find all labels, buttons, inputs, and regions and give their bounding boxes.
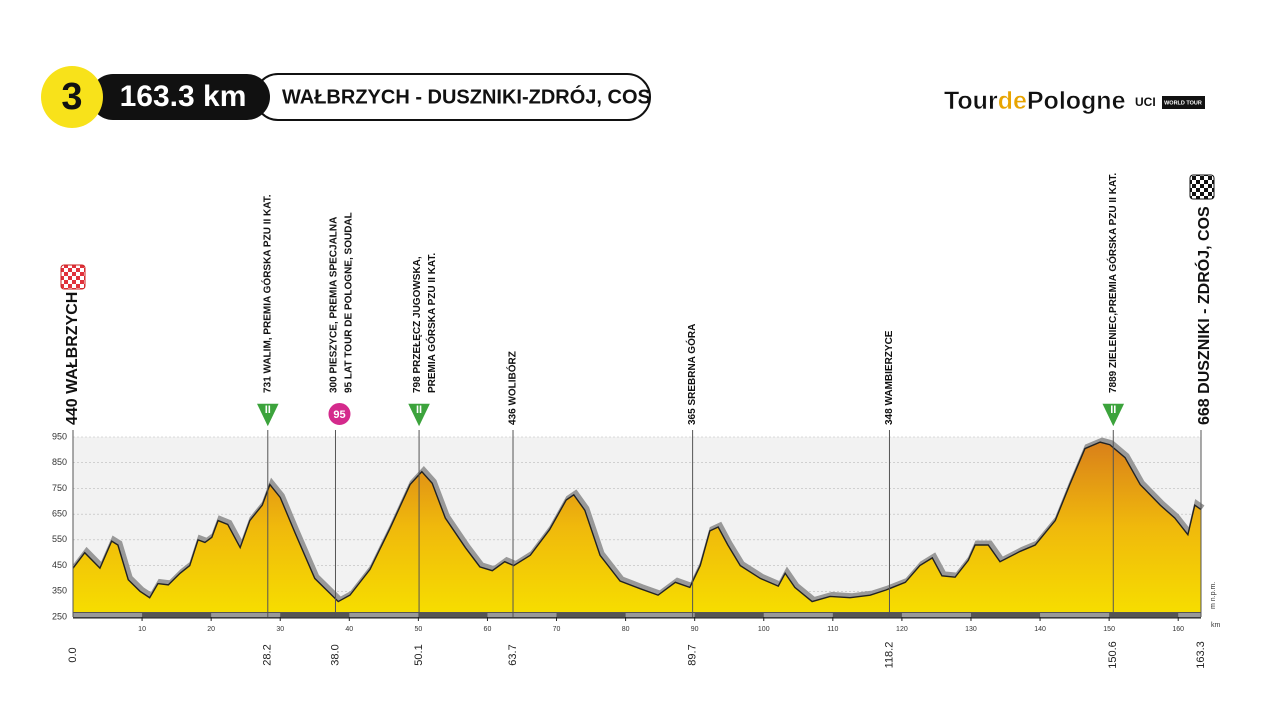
x-unit: km [1211, 622, 1221, 629]
y-tick-label: 350 [52, 586, 67, 596]
badge-label: II [416, 404, 422, 416]
point-km-label: 0.0 [67, 647, 79, 662]
elevation-area [73, 442, 1201, 612]
point-annotation: 731 WALIM, PREMIA GÓRSKA PZU II KAT. [260, 194, 273, 393]
km-band-segment [349, 613, 419, 617]
uci-logo: UCI [1135, 95, 1156, 109]
x-tick-label: 60 [484, 626, 492, 633]
point-km-label: 50.1 [413, 644, 425, 665]
x-tick-label: 10 [138, 626, 146, 633]
x-tick-label: 100 [758, 626, 770, 633]
km-band-segment [211, 613, 281, 617]
km-band-segment [1040, 613, 1110, 617]
badge [405, 402, 433, 430]
y-unit: m n.p.m. [1210, 582, 1217, 609]
km-band-segment [901, 613, 971, 617]
point-km-label: 63.7 [507, 644, 519, 665]
x-tick-label: 40 [345, 626, 353, 633]
y-tick-label: 950 [52, 431, 67, 441]
stage-badge [41, 66, 103, 128]
badge-label: II [1110, 404, 1116, 416]
y-tick-label: 750 [52, 483, 67, 493]
point-km-label: 118.2 [883, 642, 895, 669]
point-annotation: 95 LAT TOUR DE POLOGNE, SOUDAL [344, 212, 355, 393]
point-km-label: 28.2 [262, 644, 274, 665]
point-km-label: 38.0 [329, 644, 341, 665]
badge [326, 401, 353, 427]
elevation-line [72, 441, 1202, 603]
y-tick-label: 650 [52, 509, 67, 519]
y-tick-label: 550 [52, 534, 67, 544]
x-tick-label: 130 [965, 626, 977, 633]
x-tick-label: 160 [1172, 626, 1184, 633]
point-annotation: 348 WAMBIERZYCE [884, 330, 895, 425]
x-tick-label: 30 [276, 626, 284, 633]
badge [254, 402, 281, 430]
start-label: 440 WAŁBRZYCH [64, 292, 81, 425]
km-band-segment [1178, 613, 1201, 617]
y-tick-label: 450 [52, 560, 67, 570]
y-tick-label: 850 [52, 457, 67, 467]
point-annotation: 365 SREBRNA GÓRA [685, 324, 698, 425]
x-tick-label: 80 [622, 626, 630, 633]
y-tick-label: 250 [52, 611, 67, 621]
x-tick-label: 90 [691, 626, 699, 633]
x-tick-label: 70 [553, 626, 561, 633]
finish-label: 668 DUSZNIKI - ZDRÓJ, COS [1194, 206, 1213, 425]
finish-flag [1189, 174, 1215, 200]
km-band-segment [625, 613, 695, 617]
logo-part: Tour [944, 87, 998, 115]
x-tick-label: 120 [896, 626, 908, 633]
km-band-segment [487, 613, 557, 617]
point-annotation: 7889 ZIELENIEC,PREMIA GÓRSKA PZU II KAT. [1106, 173, 1119, 393]
badge [1100, 402, 1127, 430]
point-annotation: 436 WOLIBÓRZ [506, 351, 519, 425]
distance-box [90, 74, 270, 120]
km-band-segment [73, 613, 143, 617]
badge-label: 95 [333, 409, 345, 421]
logo-part: Pologne [1027, 87, 1126, 115]
stage-distance: 163.3 km [120, 80, 247, 113]
x-tick-label: 110 [827, 626, 838, 633]
x-tick-label: 50 [414, 626, 422, 633]
km-band-segment [763, 613, 833, 617]
point-annotation: 300 PIESZYCE, PREMIA SPECJALNA [329, 217, 340, 393]
stage-number: 3 [61, 76, 82, 118]
world-tour-box [1162, 96, 1205, 109]
x-tick-label: 150 [1103, 626, 1115, 633]
point-km-label: 163.3 [1195, 641, 1207, 669]
point-annotation: 798 PRZEŁĘCZ JUGOWSKA, [412, 256, 423, 393]
logo: TourdePologne [944, 87, 1126, 115]
x-tick-label: 20 [207, 626, 215, 633]
start-flag [60, 264, 86, 290]
point-km-label: 89.7 [687, 644, 699, 665]
badge-label: II [265, 404, 271, 416]
x-tick-label: 140 [1034, 626, 1046, 633]
world-tour: WORLD TOUR [1164, 100, 1202, 106]
logo-part: de [998, 87, 1027, 115]
point-annotation: PREMIA GÓRSKA PZU II KAT. [425, 253, 438, 393]
point-km-label: 150.6 [1107, 641, 1119, 669]
stage-route: WAŁBRZYCH - DUSZNIKI-ZDRÓJ, COS [282, 84, 651, 108]
